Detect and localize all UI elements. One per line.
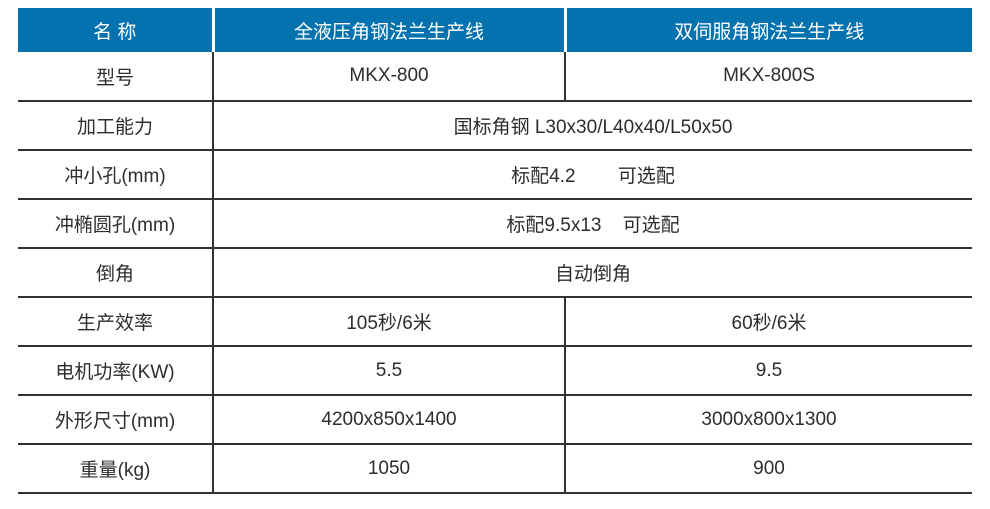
spec-value-col2: 105秒/6米 <box>213 297 566 347</box>
spec-row-dimensions: 外形尺寸(mm) 4200x850x1400 3000x800x1300 <box>18 395 972 445</box>
spec-row-model: 型号 MKX-800 MKX-800S <box>18 52 972 102</box>
header-cell-name: 名 称 <box>18 8 215 52</box>
spec-label: 冲椭圆孔(mm) <box>18 199 214 249</box>
spec-row-motor-power: 电机功率(KW) 5.5 9.5 <box>18 346 972 396</box>
spec-value-col3: 9.5 <box>565 346 972 396</box>
spec-value-col3: 3000x800x1300 <box>565 395 972 445</box>
spec-value-span: 标配4.2 可选配 <box>213 150 972 200</box>
spec-value-col2: 5.5 <box>213 346 566 396</box>
spec-value-col3: 900 <box>565 444 972 494</box>
spec-value-col2: 4200x850x1400 <box>213 395 566 445</box>
spec-label: 型号 <box>18 52 214 102</box>
spec-row-efficiency: 生产效率 105秒/6米 60秒/6米 <box>18 297 972 347</box>
header-cell-product-1: 全液压角钢法兰生产线 <box>213 8 567 52</box>
spec-value-col3: MKX-800S <box>565 52 972 102</box>
spec-row-oval-hole: 冲椭圆孔(mm) 标配9.5x13 可选配 <box>18 199 972 249</box>
spec-value-col2: MKX-800 <box>213 52 566 102</box>
spec-label: 外形尺寸(mm) <box>18 395 214 445</box>
header-row: 名 称 全液压角钢法兰生产线 双伺服角钢法兰生产线 <box>18 8 972 52</box>
spec-label: 倒角 <box>18 248 214 298</box>
spec-value-span: 自动倒角 <box>213 248 972 298</box>
spec-label: 冲小孔(mm) <box>18 150 214 200</box>
spec-row-capacity: 加工能力 国标角钢 L30x30/L40x40/L50x50 <box>18 101 972 151</box>
spec-label: 生产效率 <box>18 297 214 347</box>
spec-value-span: 标配9.5x13 可选配 <box>213 199 972 249</box>
spec-label: 电机功率(KW) <box>18 346 214 396</box>
spec-value-col3: 60秒/6米 <box>565 297 972 347</box>
spec-label: 重量(kg) <box>18 444 214 494</box>
spec-label: 加工能力 <box>18 101 214 151</box>
product-spec-table: 名 称 全液压角钢法兰生产线 双伺服角钢法兰生产线 型号 MKX-800 MKX… <box>18 8 972 494</box>
spec-row-small-hole: 冲小孔(mm) 标配4.2 可选配 <box>18 150 972 200</box>
header-cell-product-2: 双伺服角钢法兰生产线 <box>565 8 972 52</box>
spec-row-weight: 重量(kg) 1050 900 <box>18 444 972 494</box>
spec-row-chamfer: 倒角 自动倒角 <box>18 248 972 298</box>
spec-value-col2: 1050 <box>213 444 566 494</box>
spec-value-span: 国标角钢 L30x30/L40x40/L50x50 <box>213 101 972 151</box>
